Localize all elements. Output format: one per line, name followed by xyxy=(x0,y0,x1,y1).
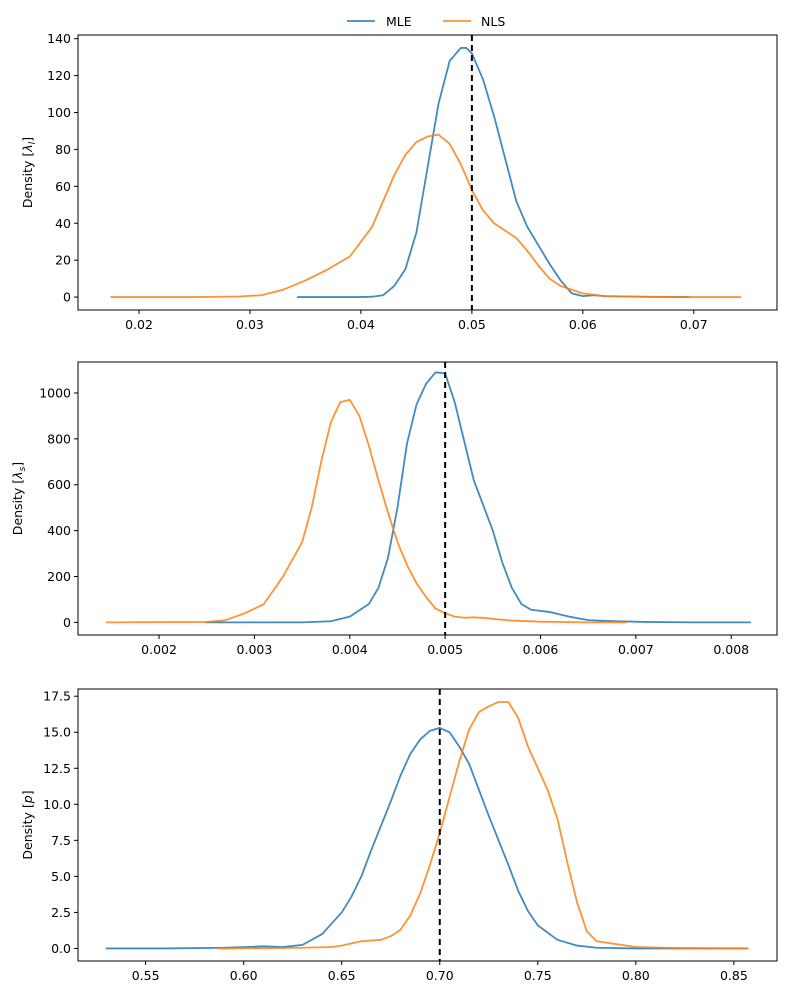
y-axis-label: Density [p] xyxy=(20,790,35,859)
y-tick-label: 7.5 xyxy=(51,833,71,848)
y-tick-label: 120 xyxy=(47,68,71,83)
axes-frame xyxy=(77,688,778,962)
y-tick-label: 1000 xyxy=(39,385,71,400)
x-tick-label: 0.003 xyxy=(237,642,273,657)
series-mle-line xyxy=(105,727,749,950)
y-tick-label: 140 xyxy=(47,31,71,46)
y-tick-label: 15.0 xyxy=(43,725,71,740)
y-tick-label: 60 xyxy=(55,179,71,194)
legend: MLE NLS xyxy=(347,14,505,29)
x-tick-label: 0.60 xyxy=(230,968,258,983)
panel-p: 0.55 0.60 0.65 0.70 0.75 0.80 0.85 0.0 2.5 5.0 7.5… xyxy=(20,688,778,983)
y-axis-label: Density [λs] xyxy=(10,462,28,535)
panel-lambda-s: 0.002 0.003 0.004 0.005 0.006 0.007 0.008 0 200 4… xyxy=(10,361,778,657)
y-tick-label: 800 xyxy=(47,431,71,446)
y-tick-label: 100 xyxy=(47,105,71,120)
x-tick-label: 0.004 xyxy=(332,642,368,657)
x-tick-label: 0.80 xyxy=(622,968,650,983)
x-tick-label: 0.007 xyxy=(618,642,654,657)
y-tick-label: 80 xyxy=(55,142,71,157)
axes-frame xyxy=(77,34,778,311)
series-nls-line xyxy=(110,133,742,298)
y-axis-label: Density [λl] xyxy=(20,137,38,208)
series-nls-line xyxy=(217,701,749,950)
y-tick-label: 600 xyxy=(47,477,71,492)
x-tick-label: 0.07 xyxy=(680,317,708,332)
x-tick-label: 0.002 xyxy=(141,642,177,657)
y-tick-label: 12.5 xyxy=(43,761,71,776)
x-tick-label: 0.006 xyxy=(523,642,559,657)
y-tick-label: 20 xyxy=(55,253,71,268)
y-tick-label: 0 xyxy=(63,615,71,630)
legend-label-nls: NLS xyxy=(481,14,505,29)
series-nls-line xyxy=(105,398,628,624)
x-tick-label: 0.04 xyxy=(347,317,375,332)
axes-frame xyxy=(77,361,778,636)
series-mle-line xyxy=(205,371,752,624)
y-tick-label: 0.0 xyxy=(51,941,71,956)
series-mle-line xyxy=(296,47,690,298)
x-tick-label: 0.65 xyxy=(328,968,356,983)
x-tick-label: 0.008 xyxy=(713,642,749,657)
x-tick-label: 0.85 xyxy=(720,968,748,983)
x-tick-label: 0.03 xyxy=(236,317,264,332)
y-tick-label: 10.0 xyxy=(43,797,71,812)
x-tick-label: 0.55 xyxy=(132,968,160,983)
y-tick-label: 40 xyxy=(55,216,71,231)
x-tick-label: 0.70 xyxy=(426,968,454,983)
x-tick-label: 0.02 xyxy=(125,317,153,332)
x-tick-label: 0.05 xyxy=(458,317,486,332)
y-tick-label: 17.5 xyxy=(43,689,71,704)
y-tick-label: 400 xyxy=(47,523,71,538)
x-tick-label: 0.75 xyxy=(524,968,552,983)
y-tick-label: 2.5 xyxy=(51,905,71,920)
y-tick-label: 5.0 xyxy=(51,869,71,884)
x-tick-label: 0.005 xyxy=(427,642,463,657)
y-tick-label: 0 xyxy=(63,290,71,305)
panel-lambda-l: 0.02 0.03 0.04 0.05 0.06 0.07 0 20 40 60 80 100 120 1… xyxy=(20,31,778,332)
legend-label-mle: MLE xyxy=(386,14,412,29)
y-tick-label: 200 xyxy=(47,569,71,584)
x-tick-label: 0.06 xyxy=(569,317,597,332)
